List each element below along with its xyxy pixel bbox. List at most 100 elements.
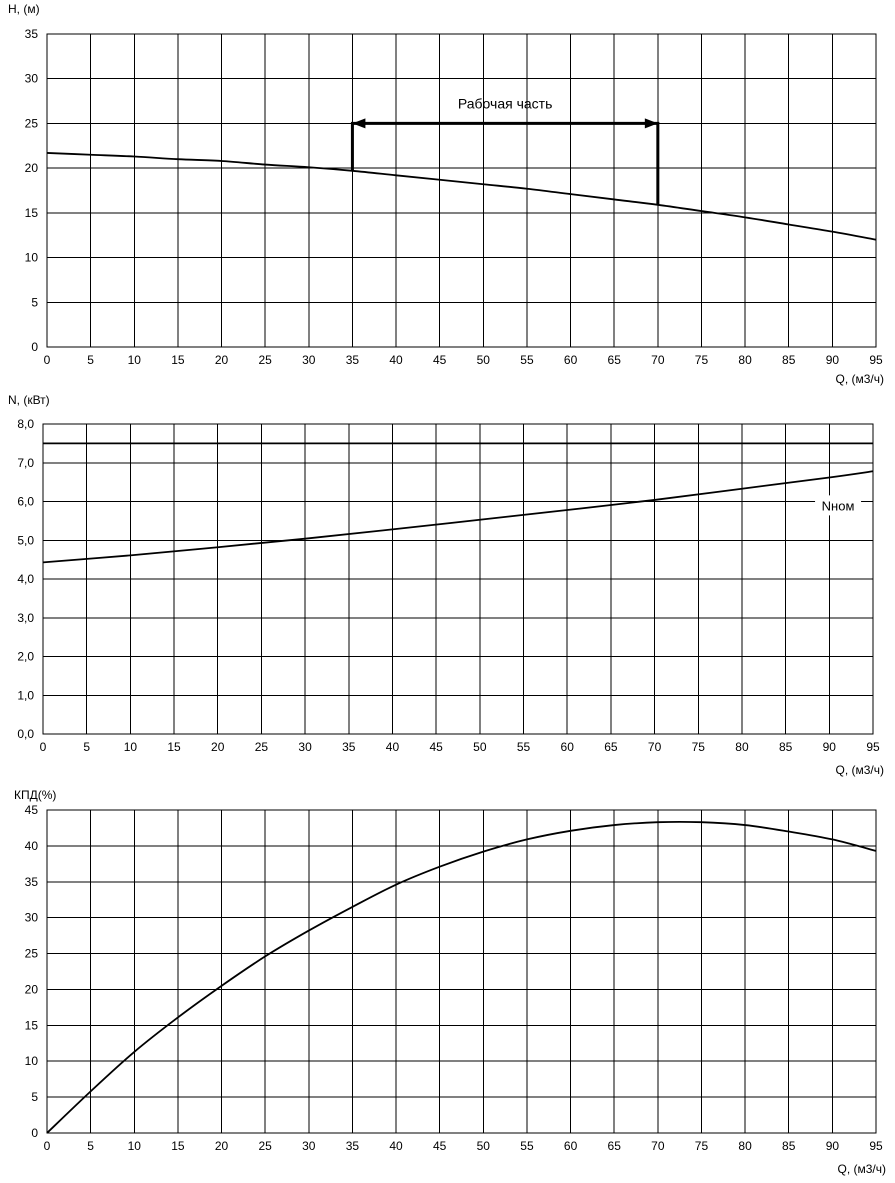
power-chart: 0 5 10 15 20 25 30 35 40 45 50 55 60 65 70 75 80 85 90 95 0… bbox=[8, 393, 884, 777]
working-range-bracket bbox=[350, 121, 660, 205]
efficiency-x-tick-label: 75 bbox=[695, 1139, 709, 1153]
efficiency-x-tick-label: 35 bbox=[346, 1139, 360, 1153]
efficiency-x-tick-label: 5 bbox=[87, 1139, 94, 1153]
efficiency-y-tick-label: 20 bbox=[25, 982, 39, 996]
power-x-tick-label: 65 bbox=[604, 740, 618, 754]
power-x-tick-label: 10 bbox=[124, 740, 138, 754]
head-x-tick-label: 80 bbox=[738, 353, 752, 367]
head-x-tick-label: 95 bbox=[869, 353, 883, 367]
power-y-tick-label: 0,0 bbox=[17, 727, 34, 741]
head-series-layer bbox=[46, 152, 877, 241]
working-range-annotation: Рабочая часть bbox=[350, 95, 660, 205]
efficiency-series-layer bbox=[46, 820, 877, 1134]
power-x-tick-label: 35 bbox=[342, 740, 356, 754]
nominal-power-label: Nном bbox=[822, 498, 855, 513]
power-y-tick-label: 1,0 bbox=[17, 688, 34, 702]
head-x-tick-label: 15 bbox=[171, 353, 185, 367]
head-x-axis-label: Q, (м3/ч) bbox=[835, 372, 884, 386]
head-x-tick-label: 5 bbox=[87, 353, 94, 367]
head-x-tick-label: 0 bbox=[44, 353, 51, 367]
head-x-tick-label: 45 bbox=[433, 353, 447, 367]
head-x-tick-label: 50 bbox=[477, 353, 491, 367]
head-x-ticks: 0 5 10 15 20 25 30 35 40 45 50 55 60 65 70 75 80 85 90 95 bbox=[44, 353, 883, 367]
efficiency-y-tick-label: 25 bbox=[25, 947, 39, 961]
power-x-tick-label: 40 bbox=[386, 740, 400, 754]
head-y-axis-label: H, (м) bbox=[8, 2, 40, 16]
working-range-arrow-right bbox=[644, 118, 658, 129]
head-y-tick-label: 10 bbox=[25, 251, 39, 265]
head-x-tick-label: 10 bbox=[128, 353, 142, 367]
head-x-tick-label: 55 bbox=[520, 353, 534, 367]
power-y-tick-label: 5,0 bbox=[17, 533, 34, 547]
head-x-tick-label: 85 bbox=[782, 353, 796, 367]
efficiency-x-tick-label: 55 bbox=[520, 1139, 534, 1153]
power-x-axis-label: Q, (м3/ч) bbox=[835, 763, 884, 777]
head-y-tick-label: 5 bbox=[31, 295, 38, 309]
efficiency-y-tick-label: 35 bbox=[25, 875, 39, 889]
efficiency-x-tick-label: 40 bbox=[389, 1139, 403, 1153]
efficiency-y-tick-label: 0 bbox=[31, 1126, 38, 1140]
efficiency-x-axis-label: Q, (м3/ч) bbox=[837, 1162, 886, 1176]
power-x-tick-label: 20 bbox=[211, 740, 225, 754]
head-grid bbox=[46, 33, 877, 348]
power-y-axis-label: N, (кВт) bbox=[8, 393, 50, 407]
efficiency-x-tick-label: 15 bbox=[171, 1139, 185, 1153]
head-series-line-0 bbox=[46, 152, 877, 241]
power-x-tick-label: 0 bbox=[40, 740, 47, 754]
efficiency-x-ticks: 0 5 10 15 20 25 30 35 40 45 50 55 60 65 70 75 80 85 90 95 bbox=[44, 1139, 883, 1153]
power-x-tick-label: 55 bbox=[517, 740, 531, 754]
efficiency-y-tick-label: 5 bbox=[31, 1090, 38, 1104]
head-x-tick-label: 30 bbox=[302, 353, 316, 367]
nominal-power-annotation: Nном bbox=[815, 495, 862, 516]
power-y-tick-label: 3,0 bbox=[17, 611, 34, 625]
head-y-tick-label: 30 bbox=[25, 72, 39, 86]
efficiency-y-tick-label: 40 bbox=[25, 839, 39, 853]
power-series-layer bbox=[42, 442, 874, 564]
power-x-tick-label: 70 bbox=[648, 740, 662, 754]
efficiency-x-tick-label: 65 bbox=[608, 1139, 622, 1153]
power-x-tick-label: 50 bbox=[473, 740, 487, 754]
head-y-tick-label: 20 bbox=[25, 161, 39, 175]
power-y-tick-label: 2,0 bbox=[17, 650, 34, 664]
head-y-tick-label: 15 bbox=[25, 206, 39, 220]
power-x-tick-label: 60 bbox=[561, 740, 575, 754]
efficiency-x-tick-label: 60 bbox=[564, 1139, 578, 1153]
efficiency-x-tick-label: 10 bbox=[128, 1139, 142, 1153]
power-x-tick-label: 25 bbox=[255, 740, 269, 754]
efficiency-x-tick-label: 25 bbox=[258, 1139, 272, 1153]
efficiency-y-tick-label: 10 bbox=[25, 1054, 39, 1068]
head-x-tick-label: 20 bbox=[215, 353, 229, 367]
efficiency-x-tick-label: 50 bbox=[477, 1139, 491, 1153]
efficiency-plot-frame bbox=[46, 809, 877, 1134]
power-x-tick-label: 30 bbox=[298, 740, 312, 754]
efficiency-series-line-0 bbox=[46, 820, 877, 1134]
head-y-ticks: 0 5 10 15 20 25 30 35 bbox=[25, 27, 39, 354]
power-y-tick-label: 4,0 bbox=[17, 572, 34, 586]
power-x-tick-label: 75 bbox=[692, 740, 706, 754]
power-series-line-0 bbox=[42, 470, 874, 564]
efficiency-x-tick-label: 0 bbox=[44, 1139, 51, 1153]
working-range-arrow-left bbox=[352, 118, 366, 129]
power-y-tick-label: 6,0 bbox=[17, 495, 34, 509]
efficiency-x-tick-label: 80 bbox=[738, 1139, 752, 1153]
working-range-label: Рабочая часть bbox=[458, 95, 553, 111]
power-x-tick-label: 80 bbox=[735, 740, 749, 754]
efficiency-x-tick-label: 95 bbox=[869, 1139, 883, 1153]
efficiency-y-tick-label: 45 bbox=[25, 803, 39, 817]
power-x-ticks: 0 5 10 15 20 25 30 35 40 45 50 55 60 65 70 75 80 85 90 95 bbox=[40, 740, 880, 754]
head-chart: 0 5 10 15 20 25 30 35 40 45 50 55 60 65 70 75 80 85 90 95 0… bbox=[8, 2, 884, 386]
head-plot-frame bbox=[46, 33, 877, 348]
power-x-tick-label: 95 bbox=[866, 740, 880, 754]
power-y-tick-label: 7,0 bbox=[17, 456, 34, 470]
head-x-tick-label: 90 bbox=[826, 353, 840, 367]
power-y-tick-label: 8,0 bbox=[17, 417, 34, 431]
power-y-ticks: 0,0 1,0 2,0 3,0 4,0 5,0 6,0 7,0 8,0 bbox=[17, 417, 34, 741]
efficiency-y-tick-label: 30 bbox=[25, 911, 39, 925]
head-y-tick-label: 25 bbox=[25, 116, 39, 130]
power-plot-frame bbox=[42, 423, 874, 735]
efficiency-y-ticks: 0 5 10 15 20 25 30 35 40 45 bbox=[25, 803, 39, 1140]
efficiency-y-tick-label: 15 bbox=[25, 1018, 39, 1032]
head-x-tick-label: 75 bbox=[695, 353, 709, 367]
power-x-tick-label: 45 bbox=[429, 740, 443, 754]
